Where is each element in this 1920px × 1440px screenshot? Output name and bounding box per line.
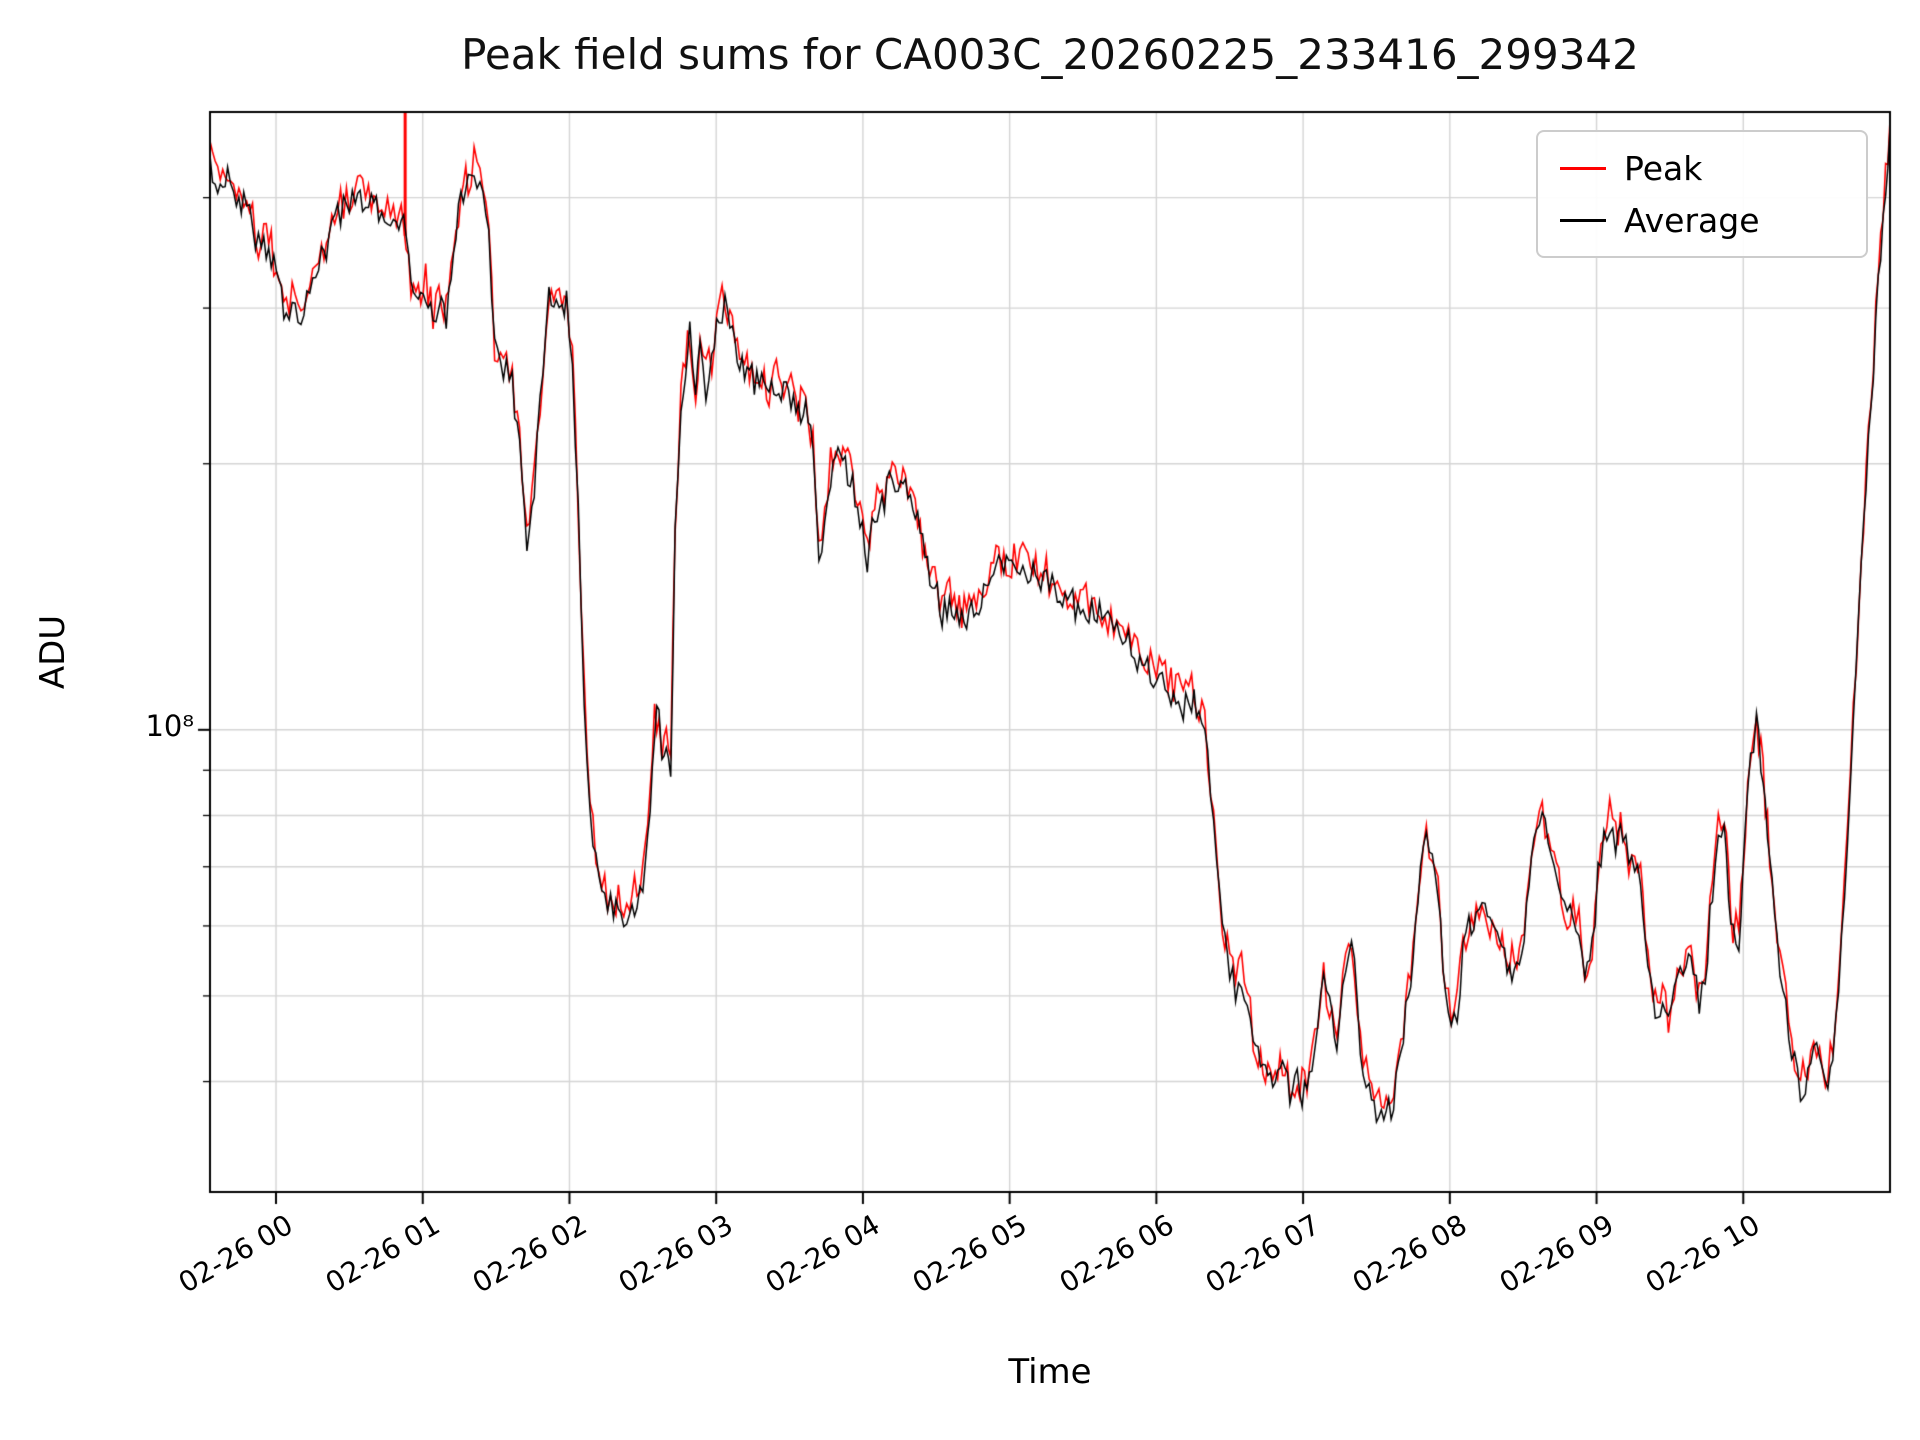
y-axis-label-strip: ADU [14, 112, 92, 1192]
average-line-swatch-icon [1560, 218, 1606, 222]
y-tick-label-1e8: 10⁸ [145, 708, 194, 743]
x-axis-label: Time [1008, 1352, 1092, 1392]
legend-label-peak: Peak [1624, 148, 1703, 188]
chart-title: Peak field sums for CA003C_20260225_2334… [461, 30, 1639, 79]
peak-line-swatch-icon [1560, 166, 1606, 170]
legend-item-peak: Peak [1560, 142, 1844, 194]
legend: Peak Average [1536, 130, 1868, 258]
y-axis-label: ADU [32, 614, 73, 690]
legend-label-average: Average [1624, 200, 1760, 240]
legend-item-average: Average [1560, 194, 1844, 246]
